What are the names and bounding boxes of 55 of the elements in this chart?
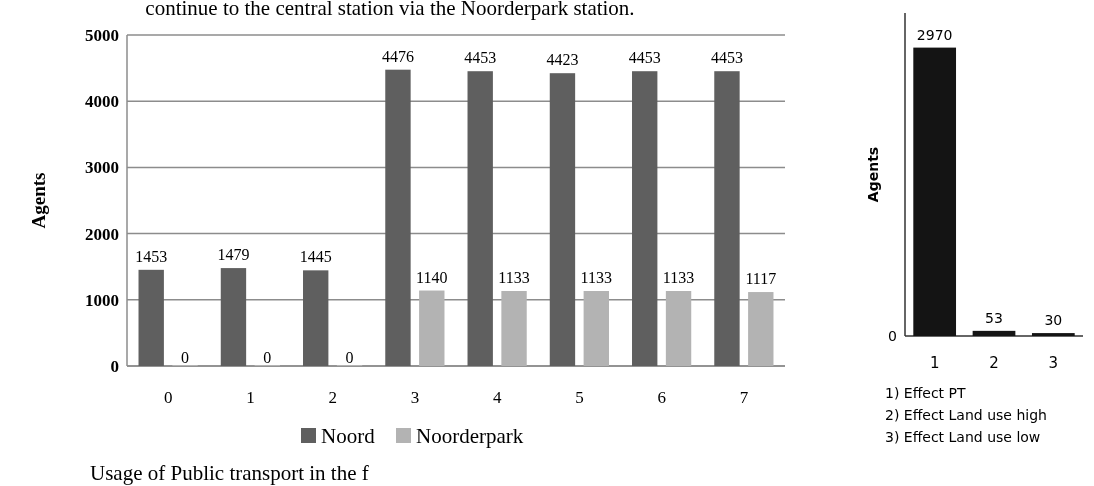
y-tick-label: 4000 <box>85 92 119 112</box>
x-tick-label: 4 <box>492 388 502 407</box>
bar <box>303 270 329 366</box>
bar <box>220 268 247 366</box>
bar <box>583 291 609 366</box>
text: 1) Effect PT <box>885 385 966 401</box>
data-label: 4423 <box>546 51 579 69</box>
y-axis-title: Agents <box>28 172 49 229</box>
data-label: 53 <box>985 309 1003 326</box>
legend-label: Noorderpark <box>416 424 524 449</box>
data-label: 1133 <box>662 269 695 286</box>
bar <box>714 71 740 366</box>
data-label: 4453 <box>464 49 497 67</box>
x-tick-label: 0 <box>163 388 173 407</box>
text: Usage of Public transport in the f <box>90 461 369 485</box>
bar <box>385 69 411 366</box>
bar <box>419 290 445 366</box>
x-tick-label: 1 <box>929 354 940 372</box>
data-label: 1133 <box>498 269 530 286</box>
y-axis-title: Agents <box>865 146 881 203</box>
data-label: 1445 <box>299 248 332 266</box>
x-tick-label: 6 <box>657 388 666 407</box>
data-label: 4453 <box>628 49 661 67</box>
x-tick-label: 3 <box>1048 354 1059 372</box>
x-tick-label: 3 <box>410 388 420 407</box>
x-tick-label: 2 <box>328 388 337 407</box>
bar <box>632 71 658 366</box>
data-label: 1133 <box>580 269 612 286</box>
y-tick-label: 5000 <box>85 25 119 45</box>
text: 2) Effect Land use high <box>885 407 1047 423</box>
data-label: 1140 <box>416 268 448 286</box>
x-tick-label: 5 <box>575 388 584 407</box>
data-label: 2970 <box>916 26 953 43</box>
bar <box>748 292 774 366</box>
data-label: 1117 <box>745 270 777 288</box>
data-label: 30 <box>1044 312 1063 329</box>
text: continue to the central station via the Noorderpark station. <box>145 0 635 20</box>
bar <box>501 291 527 366</box>
bar <box>665 291 692 366</box>
legend-label: Noord <box>321 424 376 449</box>
data-label: 4476 <box>381 47 414 65</box>
data-label: 4453 <box>710 49 743 67</box>
y-tick-label: 2000 <box>85 224 119 244</box>
x-tick-label: 7 <box>739 388 749 407</box>
y-tick-label: 3000 <box>85 158 119 178</box>
text: 3) Effect Land use low <box>885 429 1041 445</box>
bar <box>467 71 493 366</box>
x-tick-label: 1 <box>246 388 255 407</box>
y-tick-label: 1000 <box>85 290 119 310</box>
x-tick-label: 2 <box>989 354 999 372</box>
data-label: 1453 <box>135 247 168 265</box>
data-label: 1479 <box>217 246 250 264</box>
text: 0 <box>888 328 897 344</box>
bar <box>549 73 576 366</box>
bar <box>138 269 164 366</box>
